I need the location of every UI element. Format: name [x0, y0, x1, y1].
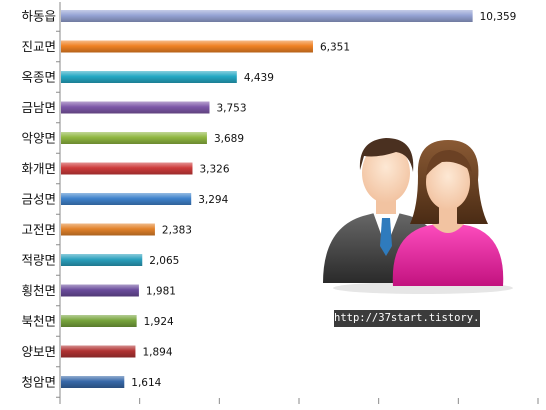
value-label: 10,359 — [480, 11, 517, 23]
bar-3 — [61, 101, 210, 114]
category-label: 하동읍 — [21, 9, 56, 24]
category-label: 금성면 — [21, 192, 56, 207]
bar-10 — [61, 315, 137, 327]
value-label: 4,439 — [244, 72, 274, 84]
bar-11 — [61, 345, 136, 358]
bar-12 — [61, 376, 125, 388]
category-label: 금남면 — [21, 100, 56, 115]
people-icon — [323, 138, 513, 294]
value-label: 3,753 — [216, 103, 246, 115]
category-label: 고전면 — [21, 222, 56, 237]
value-label: 3,326 — [199, 164, 229, 176]
value-label: 1,981 — [146, 286, 176, 298]
value-labels: 10,359 6,351 4,439 3,753 3,689 3,326 3,294 2,38… — [131, 11, 516, 389]
watermark-url: http://37start.tistory.com — [334, 310, 498, 327]
value-label: 1,614 — [131, 377, 161, 389]
bar-5 — [61, 162, 193, 175]
bar-4 — [61, 132, 207, 144]
category-label: 화개면 — [21, 161, 56, 176]
value-label: 3,689 — [214, 133, 244, 145]
category-label: 청암면 — [21, 375, 56, 390]
value-label: 6,351 — [320, 42, 350, 54]
bar-7 — [61, 223, 155, 236]
bar-0 — [61, 10, 473, 22]
category-label: 진교면 — [21, 39, 56, 54]
category-label: 양보면 — [21, 344, 56, 359]
x-axis-ticks — [56, 30, 539, 404]
bar-8 — [61, 254, 143, 266]
value-label: 2,065 — [149, 255, 179, 267]
bar-1 — [61, 40, 313, 53]
value-label: 1,894 — [142, 347, 172, 359]
bar-2 — [61, 71, 237, 83]
bars — [61, 10, 473, 388]
bar-6 — [61, 193, 192, 205]
category-label: 옥종면 — [21, 70, 56, 85]
value-label: 1,924 — [144, 316, 174, 328]
value-label: 2,383 — [162, 225, 192, 237]
category-label: 적량면 — [21, 253, 56, 268]
value-label: 3,294 — [198, 194, 228, 206]
category-label: 횡천면 — [21, 283, 56, 298]
category-label: 악양면 — [21, 131, 56, 146]
category-label: 북천면 — [21, 314, 56, 329]
bar-9 — [61, 284, 139, 297]
